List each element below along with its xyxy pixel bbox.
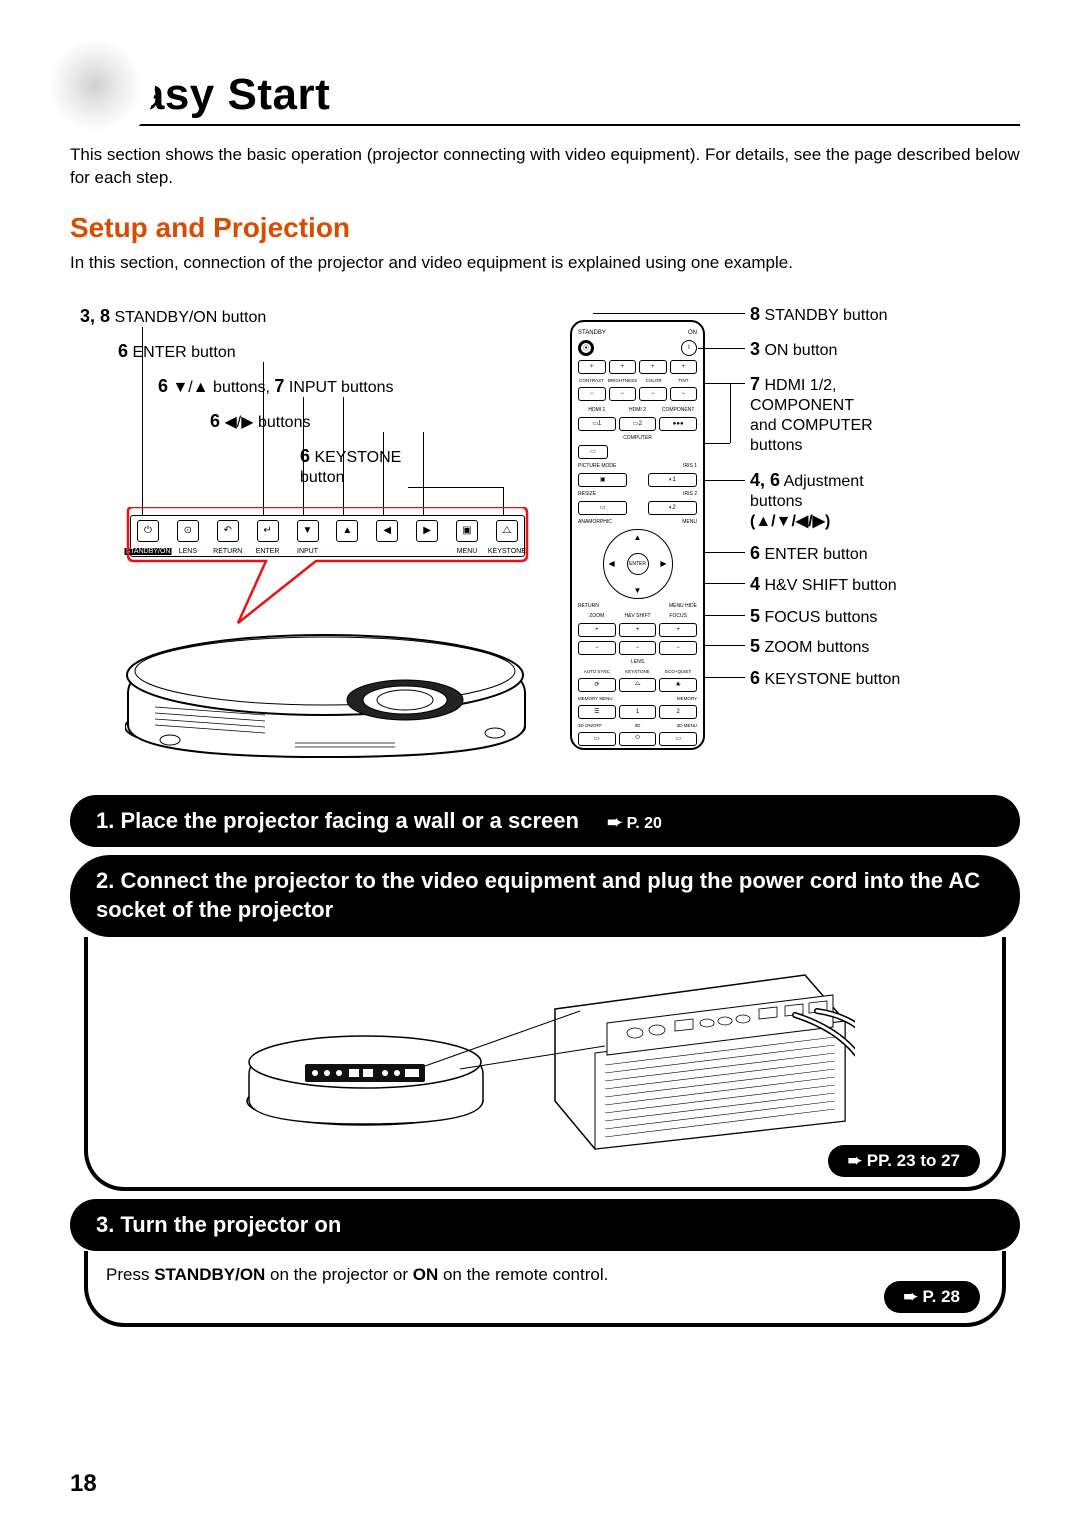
panel-btn-standby: ⏻STANDBY/ON [137, 520, 159, 542]
lead-line [704, 443, 730, 444]
step-3-page-ref: ➨ P. 28 [884, 1281, 981, 1313]
step-2-page-ref: ➨ PP. 23 to 27 [828, 1145, 980, 1177]
lead-line [704, 583, 745, 584]
lead-line [704, 552, 745, 553]
step-1-header: 1. Place the projector facing a wall or … [70, 795, 1020, 848]
lead-line [593, 313, 745, 314]
connection-illustration [106, 951, 984, 1151]
proj-label-enter: 6 ENTER button [118, 340, 236, 363]
lead-line [263, 362, 264, 522]
lead-line [383, 432, 384, 522]
remote-label-adjust: 4, 6 Adjustment buttons(▲/▼/◀/▶) [750, 469, 950, 532]
lead-line [704, 677, 745, 678]
panel-btn-down: ▼INPUT [297, 520, 319, 542]
proj-label-leftright: 6 ◀/▶ buttons [210, 410, 310, 433]
projector-control-panel: ⏻STANDBY/ON ⊙LENS ↶RETURN ↵ENTER ▼INPUT … [130, 515, 525, 557]
step-3-instruction: Press STANDBY/ON on the projector or ON … [106, 1265, 984, 1285]
lead-line [423, 432, 424, 522]
remote-illustration: STANDBYON ⦿I ++++ CONTRASTBRIGHTNESSCOLO… [570, 320, 705, 750]
panel-btn-lens: ⊙LENS [177, 520, 199, 542]
step-3-box: Press STANDBY/ON on the projector or ON … [84, 1251, 1006, 1327]
title-underline [60, 124, 1020, 126]
proj-label-updown-input: 6 ▼/▲ buttons, 7 INPUT buttons [158, 375, 394, 398]
step-2-box: ➨ PP. 23 to 27 [84, 937, 1006, 1191]
remote-label-enter: 6 ENTER button [750, 542, 868, 565]
remote-label-focus: 5 FOCUS buttons [750, 605, 877, 628]
lead-line [704, 480, 745, 481]
panel-btn-return: ↶RETURN [217, 520, 239, 542]
panel-btn-left: ◀ [376, 520, 398, 542]
remote-label-inputs: 7 HDMI 1/2, COMPONENTand COMPUTERbuttons [750, 373, 950, 456]
header-burst-graphic [35, 25, 155, 145]
lead-line [704, 645, 745, 646]
panel-btn-keystone: ⧍KEYSTONE [496, 520, 518, 542]
page-title: Easy Start [110, 70, 1020, 120]
lead-line [408, 487, 504, 488]
section-heading: Setup and Projection [70, 212, 1020, 244]
section-description: In this section, connection of the proje… [70, 252, 1020, 275]
remote-label-hvshift: 4 H&V SHIFT button [750, 573, 897, 596]
diagram-area: 3, 8 STANDBY/ON button 6 ENTER button 6 … [70, 295, 1020, 785]
remote-label-on: 3 ON button [750, 338, 837, 361]
lead-line [698, 348, 745, 349]
remote-label-standby: 8 STANDBY button [750, 303, 887, 326]
projector-illustration [125, 575, 535, 760]
remote-label-zoom: 5 ZOOM buttons [750, 635, 869, 658]
panel-btn-right: ▶ [416, 520, 438, 542]
panel-btn-up: ▲ [336, 520, 358, 542]
lead-line [730, 383, 731, 443]
proj-label-keystone: 6 KEYSTONEbutton [300, 445, 401, 488]
proj-label-standby-on: 3, 8 STANDBY/ON button [80, 305, 266, 328]
step-2-header: 2. Connect the projector to the video eq… [70, 855, 1020, 936]
page-number: 18 [70, 1470, 97, 1498]
lead-line [343, 397, 344, 522]
remote-label-keystone: 6 KEYSTONE button [750, 667, 900, 690]
lead-line [704, 615, 745, 616]
panel-btn-menu: ▣MENU [456, 520, 478, 542]
lead-line [142, 327, 143, 522]
lead-line [303, 397, 304, 522]
step-3-header: 3. Turn the projector on [70, 1199, 1020, 1252]
lead-line [704, 383, 745, 384]
panel-btn-enter: ↵ENTER [257, 520, 279, 542]
intro-text: This section shows the basic operation (… [70, 144, 1020, 190]
